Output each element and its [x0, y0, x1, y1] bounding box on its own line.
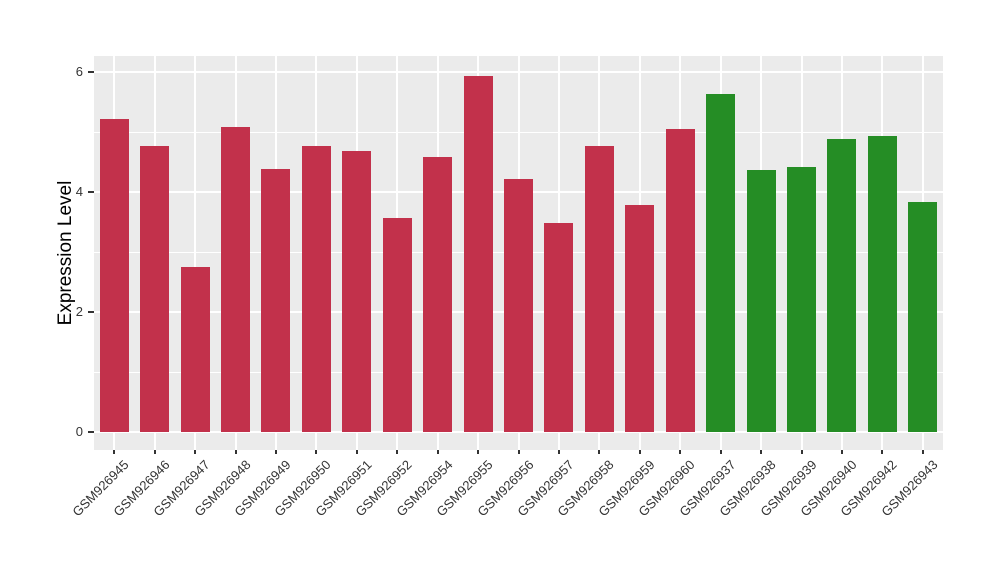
bar-GSM926956 [504, 178, 533, 432]
bar-GSM926946 [140, 145, 170, 432]
x-tick-mark [598, 450, 601, 454]
y-tick-mark [88, 191, 94, 193]
bar-GSM926952 [382, 217, 412, 432]
x-tick-mark [355, 450, 358, 454]
x-tick-mark [760, 450, 763, 454]
x-tick-mark [477, 450, 480, 454]
bar-GSM926954 [423, 157, 453, 432]
x-tick-mark [113, 450, 116, 454]
bar-GSM926942 [867, 136, 897, 432]
x-tick-mark [153, 450, 156, 454]
bar-GSM926955 [463, 76, 493, 432]
x-tick-mark [921, 450, 924, 454]
y-tick-mark [88, 71, 94, 73]
y-tick-label: 6 [75, 64, 83, 79]
x-tick-mark [396, 450, 399, 454]
y-tick-label: 0 [75, 424, 83, 439]
bar-GSM926938 [746, 169, 776, 432]
bar-GSM926957 [544, 223, 574, 432]
bar-GSM926940 [827, 139, 857, 432]
bar-GSM926960 [665, 129, 695, 432]
v-gridline [194, 56, 197, 450]
x-tick-mark [840, 450, 843, 454]
x-tick-mark [881, 450, 884, 454]
bar-GSM926950 [301, 146, 331, 432]
x-tick-mark [274, 450, 277, 454]
x-tick-mark [638, 450, 641, 454]
y-tick-label: 2 [75, 304, 83, 319]
bar-GSM926948 [221, 127, 250, 432]
bar-GSM926959 [625, 204, 655, 432]
x-tick-mark [315, 450, 318, 454]
x-tick-mark [234, 450, 237, 454]
bar-GSM926943 [908, 202, 938, 432]
y-tick-mark [88, 431, 94, 433]
plot-panel [94, 56, 943, 450]
y-tick-mark [88, 311, 94, 313]
bar-GSM926958 [584, 146, 614, 432]
bar-GSM926939 [787, 167, 816, 432]
bar-GSM926951 [342, 151, 372, 432]
bar-GSM926949 [261, 169, 291, 432]
x-tick-mark [679, 450, 682, 454]
bar-GSM926947 [180, 267, 210, 432]
bar-GSM926945 [99, 119, 129, 432]
x-tick-mark [436, 450, 439, 454]
bar-GSM926937 [706, 94, 736, 432]
x-tick-mark [800, 450, 803, 454]
x-tick-mark [194, 450, 197, 454]
y-tick-label: 4 [75, 184, 83, 199]
x-tick-mark [557, 450, 560, 454]
x-tick-mark [719, 450, 722, 454]
x-tick-mark [517, 450, 520, 454]
